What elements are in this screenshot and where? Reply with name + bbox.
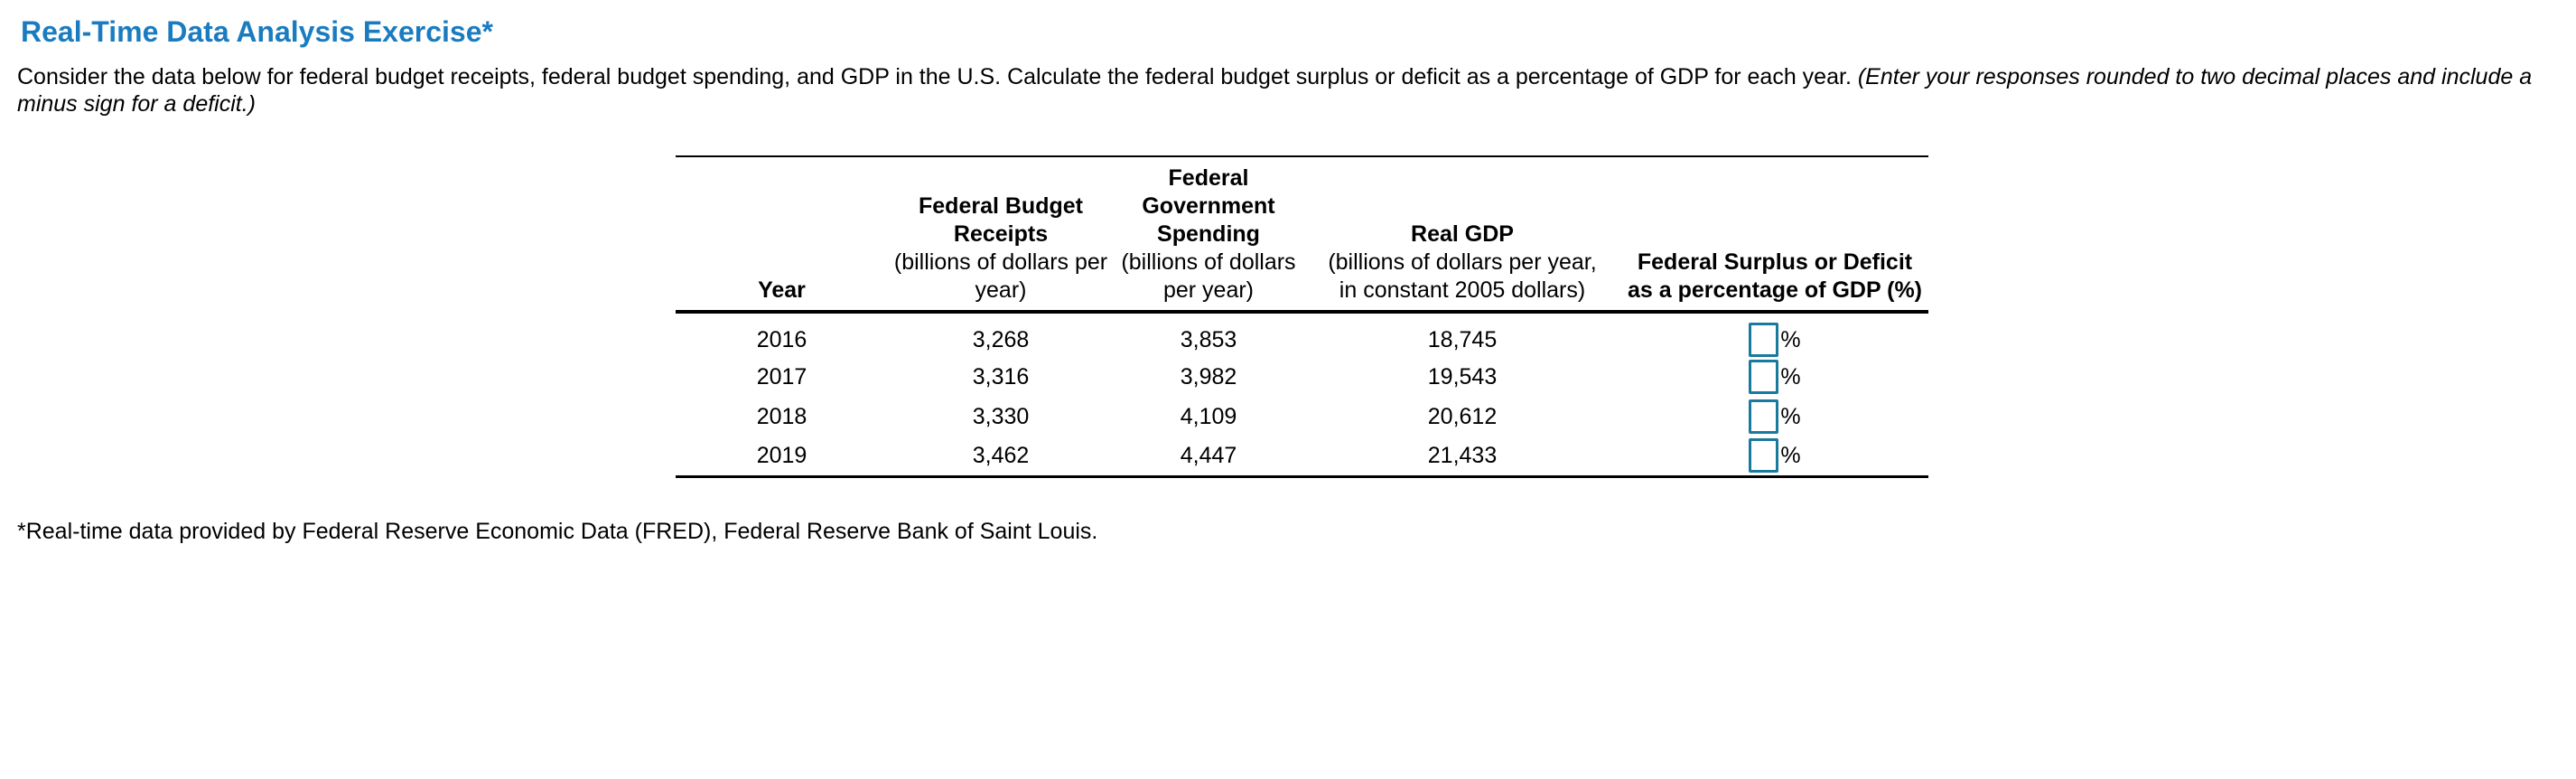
cell-receipts: 3,316	[972, 363, 1030, 390]
table-row-2019: 2019 3,462 4,447 21,433 %	[676, 436, 1928, 476]
col-subtitle: (billions of dollars per year)	[1121, 249, 1296, 303]
footnote: *Real-time data provided by Federal Rese…	[17, 518, 1098, 544]
cell-surplus-answer: %	[1621, 436, 1928, 476]
cell-spending: 3,853	[1180, 326, 1237, 352]
col-title: Real GDP	[1411, 221, 1514, 247]
cell-receipts: 3,268	[972, 326, 1030, 352]
col-header-year: Year	[676, 156, 888, 314]
percent-sign: %	[1780, 363, 1801, 390]
budget-data-table: Year Federal Budget Receipts (billions o…	[676, 155, 1928, 478]
cell-gdp: 18,745	[1427, 326, 1498, 352]
header-row: Year Federal Budget Receipts (billions o…	[676, 156, 1928, 314]
cell-surplus-answer: %	[1621, 312, 1928, 357]
cell-year: 2017	[756, 363, 807, 390]
cell-receipts: 3,462	[972, 442, 1030, 468]
percent-sign: %	[1780, 326, 1801, 352]
table-body: 2016 3,268 3,853 18,745 % 2017 3,316 3,9…	[676, 312, 1928, 476]
table-row-2018: 2018 3,330 4,109 20,612 %	[676, 397, 1928, 436]
cell-surplus-answer: %	[1621, 357, 1928, 397]
cell-spending: 3,982	[1180, 363, 1237, 390]
col-header-receipts: Federal Budget Receipts (billions of dol…	[888, 156, 1114, 314]
cell-surplus-answer: %	[1621, 397, 1928, 436]
col-subtitle: (billions of dollars per year)	[893, 249, 1108, 303]
cell-receipts: 3,330	[972, 403, 1030, 429]
col-header-gdp: Real GDP (billions of dollars per year, …	[1303, 156, 1621, 314]
col-header-spending: Federal Government Spending (billions of…	[1114, 156, 1303, 314]
col-title: Year	[758, 277, 806, 303]
cell-gdp: 20,612	[1427, 403, 1498, 429]
cell-spending: 4,109	[1180, 403, 1237, 429]
surplus-input-2019[interactable]	[1749, 438, 1779, 474]
percent-sign: %	[1780, 442, 1801, 468]
cell-spending: 4,447	[1180, 442, 1237, 468]
page-title: Real-Time Data Analysis Exercise*	[21, 15, 493, 48]
col-title: Federal Budget Receipts	[919, 193, 1083, 247]
cell-year: 2018	[756, 403, 807, 429]
table-header: Year Federal Budget Receipts (billions o…	[676, 156, 1928, 314]
col-header-surplus: Federal Surplus or Deficit as a percenta…	[1621, 156, 1928, 314]
surplus-input-2018[interactable]	[1749, 399, 1779, 434]
surplus-input-2017[interactable]	[1749, 360, 1779, 394]
instructions-text: Consider the data below for federal budg…	[17, 64, 1858, 89]
percent-sign: %	[1780, 403, 1801, 429]
cell-year: 2019	[756, 442, 807, 468]
instructions-note: (Enter your responses rounded to two dec…	[17, 64, 2533, 117]
table-row-2016: 2016 3,268 3,853 18,745 %	[676, 312, 1928, 357]
col-subtitle: (billions of dollars per year, in consta…	[1328, 249, 1597, 303]
col-title: Federal Surplus or Deficit as a percenta…	[1627, 249, 1923, 303]
cell-gdp: 19,543	[1427, 363, 1498, 390]
col-title: Federal Government Spending	[1142, 165, 1275, 247]
surplus-input-2016[interactable]	[1749, 323, 1779, 357]
table-row-2017: 2017 3,316 3,982 19,543 %	[676, 357, 1928, 397]
cell-gdp: 21,433	[1427, 442, 1498, 468]
instructions: Consider the data below for federal budg…	[17, 63, 2564, 117]
cell-year: 2016	[756, 326, 807, 352]
